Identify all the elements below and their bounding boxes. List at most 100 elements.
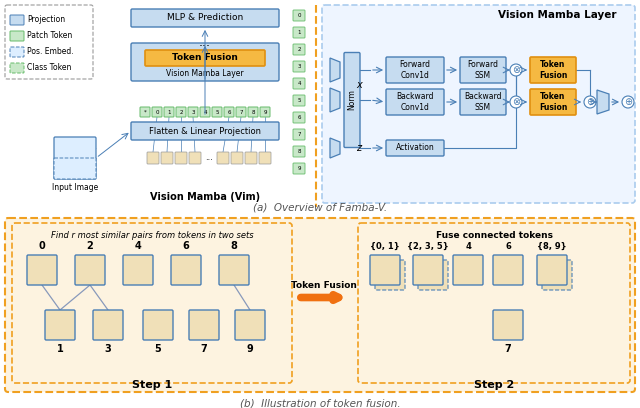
FancyBboxPatch shape [10, 31, 24, 41]
FancyBboxPatch shape [161, 152, 173, 164]
Text: ...: ... [199, 35, 211, 49]
Text: *: * [143, 109, 147, 115]
FancyBboxPatch shape [460, 57, 506, 83]
Text: {2, 3, 5}: {2, 3, 5} [407, 242, 449, 251]
Text: 7: 7 [200, 344, 207, 354]
FancyBboxPatch shape [293, 10, 305, 21]
Text: 0: 0 [156, 109, 159, 115]
Text: 7: 7 [239, 109, 243, 115]
Text: ⊗: ⊗ [512, 97, 520, 107]
Text: Fuse connected tokens: Fuse connected tokens [435, 231, 552, 239]
FancyBboxPatch shape [189, 152, 201, 164]
FancyBboxPatch shape [245, 152, 257, 164]
Text: Forward
SSM: Forward SSM [467, 60, 499, 80]
Text: Norm: Norm [348, 90, 356, 111]
Polygon shape [597, 90, 609, 114]
Circle shape [584, 96, 596, 108]
Text: 5: 5 [155, 344, 161, 354]
Text: 9: 9 [297, 166, 301, 171]
Text: 8: 8 [297, 149, 301, 154]
Text: Vision Mamba Layer: Vision Mamba Layer [166, 69, 244, 78]
Text: ...: ... [205, 153, 213, 162]
FancyBboxPatch shape [140, 107, 150, 117]
Text: Token
Fusion: Token Fusion [539, 92, 567, 112]
FancyBboxPatch shape [375, 260, 405, 290]
FancyBboxPatch shape [10, 15, 24, 25]
FancyBboxPatch shape [344, 53, 360, 148]
Text: 2: 2 [297, 47, 301, 52]
Text: 0: 0 [297, 13, 301, 18]
FancyBboxPatch shape [54, 158, 96, 179]
FancyBboxPatch shape [93, 310, 123, 340]
FancyBboxPatch shape [460, 89, 506, 115]
Text: 7: 7 [504, 344, 511, 354]
FancyBboxPatch shape [147, 152, 159, 164]
FancyBboxPatch shape [231, 152, 243, 164]
Text: 3: 3 [297, 64, 301, 69]
Text: Step 2: Step 2 [474, 380, 514, 390]
FancyBboxPatch shape [131, 9, 279, 27]
Text: 6: 6 [505, 242, 511, 251]
FancyBboxPatch shape [219, 255, 249, 285]
FancyBboxPatch shape [10, 63, 24, 73]
Text: 8: 8 [252, 109, 255, 115]
FancyBboxPatch shape [224, 107, 234, 117]
FancyBboxPatch shape [293, 146, 305, 157]
Text: 6: 6 [182, 241, 189, 251]
Text: Vision Mamba (Vim): Vision Mamba (Vim) [150, 192, 260, 202]
FancyBboxPatch shape [145, 50, 265, 66]
Text: x: x [356, 80, 362, 90]
Text: 1: 1 [167, 109, 171, 115]
Text: 9: 9 [263, 109, 267, 115]
Text: Token
Fusion: Token Fusion [539, 60, 567, 80]
FancyBboxPatch shape [171, 255, 201, 285]
FancyBboxPatch shape [413, 255, 443, 285]
FancyBboxPatch shape [386, 89, 444, 115]
Text: Token Fusion: Token Fusion [172, 53, 238, 62]
Text: {0, 1}: {0, 1} [370, 242, 400, 251]
Text: 2: 2 [179, 109, 183, 115]
FancyBboxPatch shape [293, 112, 305, 123]
Text: Backward
SSM: Backward SSM [464, 92, 502, 112]
FancyBboxPatch shape [176, 107, 186, 117]
FancyBboxPatch shape [493, 310, 523, 340]
FancyBboxPatch shape [10, 47, 24, 57]
FancyBboxPatch shape [293, 78, 305, 89]
FancyBboxPatch shape [200, 107, 210, 117]
Text: Pos. Embed.: Pos. Embed. [27, 47, 74, 56]
FancyBboxPatch shape [493, 255, 523, 285]
FancyBboxPatch shape [45, 310, 75, 340]
FancyBboxPatch shape [537, 255, 567, 285]
Text: ⊗: ⊗ [512, 65, 520, 75]
Text: Vision Mamba Layer: Vision Mamba Layer [498, 10, 616, 20]
FancyBboxPatch shape [386, 57, 444, 83]
Text: 1: 1 [56, 344, 63, 354]
FancyBboxPatch shape [188, 107, 198, 117]
FancyBboxPatch shape [54, 137, 96, 179]
FancyBboxPatch shape [358, 223, 630, 383]
FancyBboxPatch shape [175, 152, 187, 164]
Text: 9: 9 [246, 344, 253, 354]
Text: 3: 3 [104, 344, 111, 354]
FancyBboxPatch shape [530, 89, 576, 115]
FancyBboxPatch shape [164, 107, 174, 117]
FancyBboxPatch shape [542, 260, 572, 290]
Polygon shape [330, 138, 340, 158]
FancyBboxPatch shape [418, 260, 448, 290]
FancyBboxPatch shape [293, 44, 305, 55]
FancyBboxPatch shape [212, 107, 222, 117]
Text: 3: 3 [191, 109, 195, 115]
FancyBboxPatch shape [260, 107, 270, 117]
Text: Flatten & Linear Projection: Flatten & Linear Projection [149, 126, 261, 135]
Text: 4: 4 [297, 81, 301, 86]
Text: 0: 0 [38, 241, 45, 251]
FancyBboxPatch shape [217, 152, 229, 164]
Text: Projection: Projection [27, 16, 65, 24]
FancyBboxPatch shape [5, 5, 93, 79]
FancyBboxPatch shape [152, 107, 162, 117]
FancyBboxPatch shape [131, 122, 279, 140]
FancyBboxPatch shape [293, 27, 305, 38]
FancyBboxPatch shape [386, 140, 444, 156]
FancyBboxPatch shape [293, 129, 305, 140]
Text: Activation: Activation [396, 144, 435, 153]
